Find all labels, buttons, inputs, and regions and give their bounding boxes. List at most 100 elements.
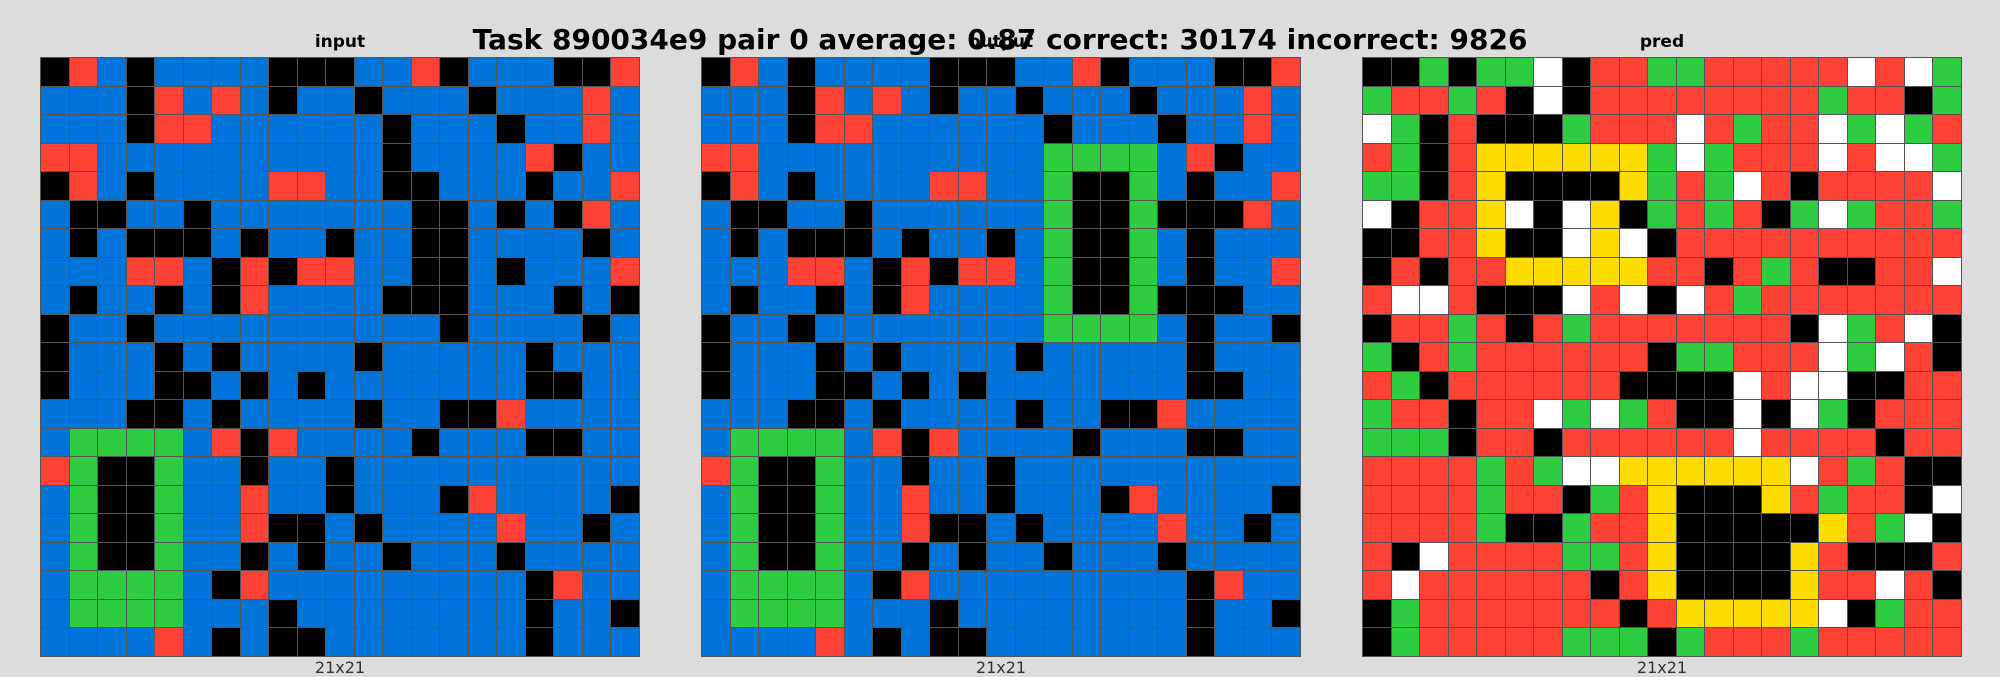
grid-cell xyxy=(1876,58,1904,86)
grid-cell xyxy=(1648,86,1676,115)
grid-cell xyxy=(1705,457,1733,485)
grid-cell xyxy=(582,58,611,86)
grid-cell xyxy=(525,314,554,343)
grid-cell xyxy=(1762,257,1790,286)
grid-cell xyxy=(1619,485,1648,514)
grid-cell xyxy=(354,86,383,115)
grid-cell xyxy=(155,428,183,457)
grid-cell xyxy=(98,86,126,115)
grid-cell xyxy=(1243,172,1272,200)
grid-cell xyxy=(1790,58,1819,86)
grid-cell xyxy=(844,172,873,200)
grid-cell xyxy=(1562,86,1591,115)
grid-cell xyxy=(582,286,611,314)
grid-cell xyxy=(987,314,1015,343)
grid-cell xyxy=(1477,143,1505,172)
grid-cell xyxy=(1505,200,1534,229)
grid-cell xyxy=(1505,257,1534,286)
grid-cell xyxy=(1477,343,1505,371)
grid-cell xyxy=(1562,229,1591,257)
grid-cell xyxy=(582,86,611,115)
grid-cell xyxy=(1790,599,1819,628)
grid-cell xyxy=(1272,599,1300,628)
grid-cell xyxy=(1876,457,1904,485)
grid-cell xyxy=(1158,200,1186,229)
grid-cell xyxy=(126,628,155,656)
grid-cell xyxy=(1933,58,1961,86)
grid-cell xyxy=(468,314,497,343)
grid-cell xyxy=(1186,229,1215,257)
grid-cell xyxy=(1933,115,1961,143)
grid-cell xyxy=(269,485,297,514)
grid-cell xyxy=(1215,314,1243,343)
grid-cell xyxy=(901,400,930,428)
grid-cell xyxy=(759,115,787,143)
grid-cell xyxy=(702,286,730,314)
grid-cell xyxy=(987,143,1015,172)
grid-cell xyxy=(1676,542,1705,571)
grid-cell xyxy=(1158,457,1186,485)
grid-cell xyxy=(1215,457,1243,485)
grid-cell xyxy=(1648,314,1676,343)
grid-cell xyxy=(1129,571,1158,599)
grid-cell xyxy=(1243,428,1272,457)
grid-cell xyxy=(1477,58,1505,86)
grid-cell xyxy=(126,58,155,86)
grid-cell xyxy=(1505,457,1534,485)
grid-cell xyxy=(98,400,126,428)
grid-cell xyxy=(1272,143,1300,172)
grid-cell xyxy=(1933,143,1961,172)
grid-cell xyxy=(1243,457,1272,485)
grid-cell xyxy=(787,143,816,172)
grid-cell xyxy=(730,143,759,172)
grid-cell xyxy=(411,172,440,200)
grid-cell xyxy=(1762,172,1790,200)
grid-cell xyxy=(1591,599,1619,628)
grid-cell xyxy=(759,542,787,571)
grid-cell xyxy=(873,143,901,172)
grid-cell xyxy=(1072,514,1101,542)
grid-cell xyxy=(1562,343,1591,371)
grid-cell xyxy=(1933,172,1961,200)
grid-cell xyxy=(844,371,873,400)
grid-cell xyxy=(383,143,411,172)
grid-cell xyxy=(98,571,126,599)
grid-cell xyxy=(1477,286,1505,314)
grid-size-label-pred: 21x21 xyxy=(1636,658,1688,677)
grid-cell xyxy=(383,286,411,314)
grid-cell xyxy=(844,428,873,457)
grid-cell xyxy=(1215,485,1243,514)
grid-cell xyxy=(702,343,730,371)
grid-cell xyxy=(1562,314,1591,343)
grid-cell xyxy=(582,457,611,485)
grid-cell xyxy=(1101,400,1129,428)
grid-cell xyxy=(1876,485,1904,514)
grid-cell xyxy=(1847,457,1876,485)
grid-cell xyxy=(212,514,240,542)
grid-cell xyxy=(816,115,844,143)
grid-cell xyxy=(1101,428,1129,457)
grid-cell xyxy=(1158,428,1186,457)
grid-cell xyxy=(1477,457,1505,485)
grid-cell xyxy=(759,286,787,314)
grid-cell xyxy=(1101,485,1129,514)
grid-cell xyxy=(1790,314,1819,343)
grid-cell xyxy=(1904,457,1933,485)
grid-cell xyxy=(901,371,930,400)
grid-cell xyxy=(958,143,987,172)
grid-cell xyxy=(1819,542,1847,571)
grid-cell xyxy=(1819,143,1847,172)
grid-cell xyxy=(1044,229,1072,257)
grid-cell xyxy=(1044,371,1072,400)
grid-cell xyxy=(1505,115,1534,143)
grid-cell xyxy=(326,58,354,86)
grid-cell xyxy=(1477,115,1505,143)
grid-cell xyxy=(1705,599,1733,628)
grid-cell xyxy=(411,229,440,257)
grid-cell xyxy=(1420,58,1448,86)
grid-cell xyxy=(1420,257,1448,286)
grid-cell xyxy=(1215,58,1243,86)
grid-cell xyxy=(759,457,787,485)
grid-cell xyxy=(1933,428,1961,457)
grid-cell xyxy=(41,457,69,485)
